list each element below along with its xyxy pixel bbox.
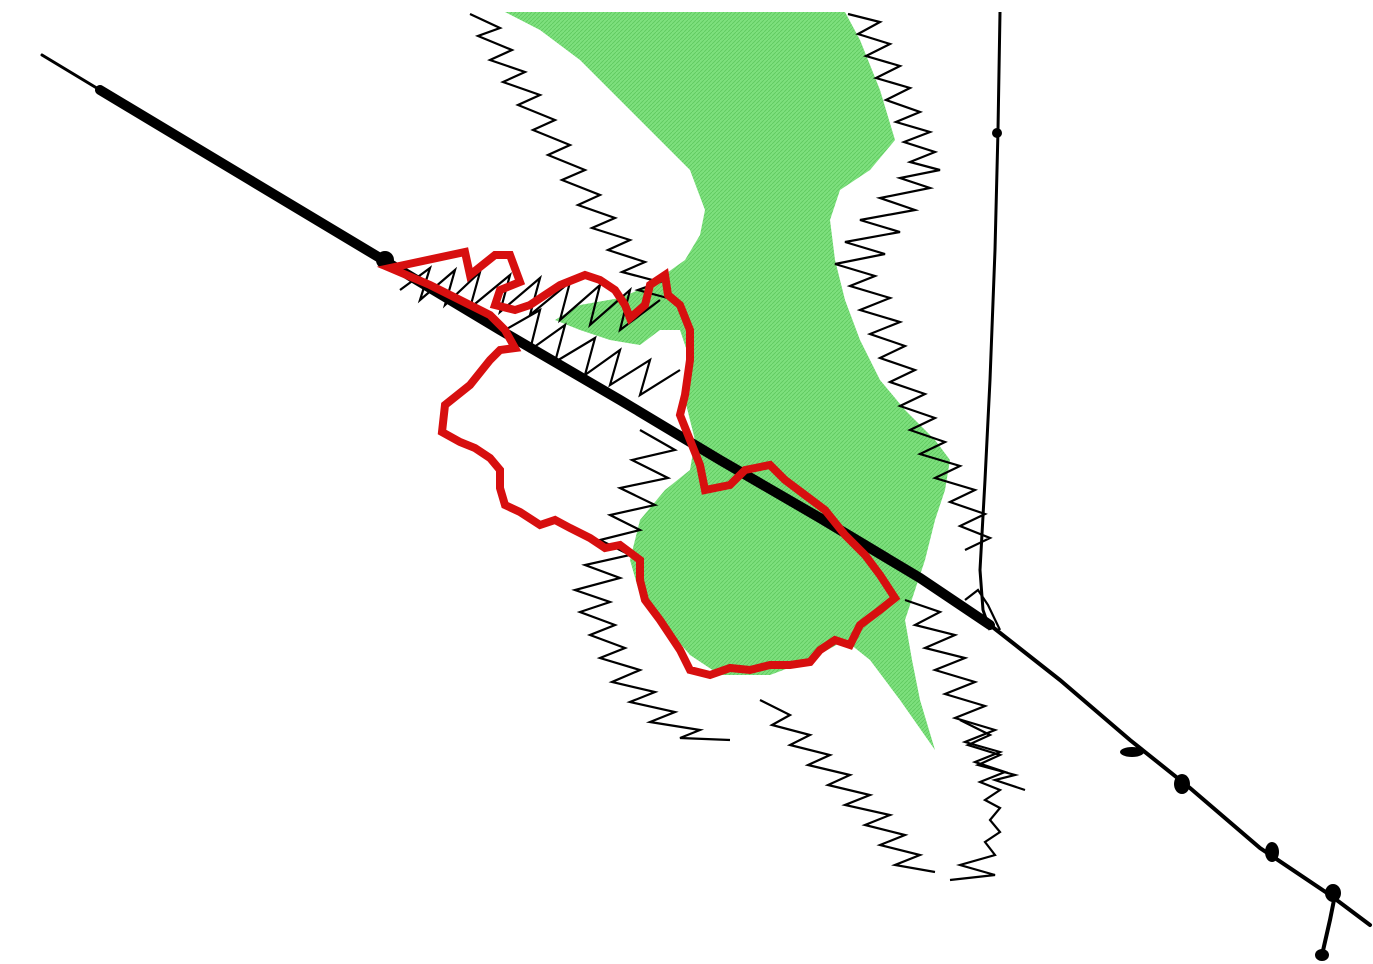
road-node-2 [1120, 747, 1144, 757]
zigzag-east-small [959, 719, 1026, 792]
red-boundary-outline [376, 247, 901, 680]
north-road-line [978, 11, 1002, 631]
south-spur [1320, 893, 1337, 957]
green-area-polygon [505, 12, 950, 750]
main-road-thick [95, 85, 995, 630]
zigzag-south-tail [759, 699, 936, 874]
main-road [40, 53, 1372, 961]
road-node-4 [1265, 842, 1279, 862]
road-node-3 [1174, 774, 1190, 794]
north-road-branch [964, 588, 1001, 631]
zigzag-inner-north [399, 265, 661, 333]
zigzag-right-upper [834, 12, 993, 551]
red-boundary [376, 247, 901, 680]
zigzag-left-lower [571, 429, 731, 742]
road-node-6 [1315, 949, 1329, 961]
north-road [964, 11, 1002, 631]
main-road-thin-west [40, 53, 102, 92]
road-node-5 [1325, 884, 1341, 902]
zigzag-edges [399, 12, 1026, 882]
zigzag-right-lower [904, 598, 1009, 882]
zigzag-left-upper [469, 13, 676, 302]
green-area [505, 12, 950, 750]
north-road-node [992, 128, 1002, 138]
